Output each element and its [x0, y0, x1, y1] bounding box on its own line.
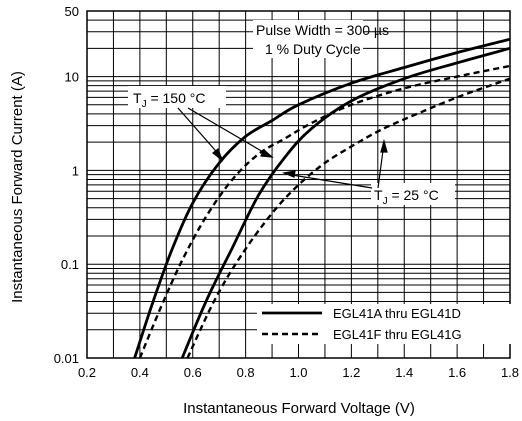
- arrow-tj25-head-1: [281, 170, 296, 178]
- arrow-tj25-line-1: [285, 173, 373, 189]
- y-tick-label: 1: [72, 163, 79, 178]
- series-line-dashed-tj150: [138, 64, 511, 359]
- y-axis-label: Instantaneous Forward Current (A): [9, 71, 26, 303]
- tj-high-prefix: T: [133, 90, 142, 106]
- x-tick-label: 1.8: [501, 365, 519, 380]
- y-tick-label: 50: [65, 4, 79, 19]
- legend-bg: [257, 304, 512, 344]
- x-tick-label: 0.8: [237, 365, 255, 380]
- legend-label-solid: EGL41A thru EGL41D: [333, 306, 461, 321]
- arrow-tj150-line-1: [177, 107, 223, 159]
- plot-frame: [86, 10, 511, 359]
- legend-label-dashed: EGL41F thru EGL41G: [333, 327, 462, 342]
- curves: [133, 37, 511, 359]
- arrow-tj150-line-2: [187, 107, 271, 157]
- x-tick-label: 1.2: [342, 365, 360, 380]
- x-tick-label: 0.4: [131, 365, 149, 380]
- tj-low-annotation: TJ = 25 °C: [374, 187, 439, 207]
- tj-high-annotation: TJ = 150 °C: [133, 90, 205, 110]
- tj-high-sub: J: [142, 99, 147, 110]
- tj-high-annotation-bg: [128, 86, 226, 108]
- arrow-tj25-head-2: [380, 138, 388, 153]
- tj-high-value: = 150 °C: [147, 90, 206, 106]
- x-tick-label: 1.6: [448, 365, 466, 380]
- x-tick-label: 1.4: [395, 365, 413, 380]
- x-tick-label: 0.2: [78, 365, 96, 380]
- arrow-tj150-head-1: [212, 148, 224, 162]
- pulse-width-annotation: Pulse Width = 300 µs: [256, 22, 389, 38]
- callout-arrows: [177, 107, 388, 189]
- duty-cycle-annotation: 1 % Duty Cycle: [265, 41, 361, 57]
- pulse-annotation-bg: [253, 20, 363, 58]
- tj-low-sub: J: [383, 196, 388, 207]
- x-tick-label: 0.6: [184, 365, 202, 380]
- tj-low-annotation-bg: [371, 183, 455, 205]
- y-tick-label: 10: [65, 70, 79, 85]
- series-line-solid-tj150: [133, 37, 511, 359]
- series-line-dashed-tj25: [186, 77, 511, 359]
- y-tick-label: 0.1: [61, 257, 79, 272]
- x-axis-label: Instantaneous Forward Voltage (V): [183, 400, 415, 417]
- tj-low-prefix: T: [374, 187, 383, 203]
- series-line-solid-tj25: [180, 46, 511, 359]
- x-tick-label: 1.0: [289, 365, 307, 380]
- tick-labels: 0.2 0.4 0.6 0.8 1.0 1.2 1.4 1.6 1.8 0.01 0.1 1 10 50: [54, 4, 519, 380]
- tj-low-value: = 25 °C: [388, 187, 439, 203]
- y-tick-label: 0.01: [54, 351, 79, 366]
